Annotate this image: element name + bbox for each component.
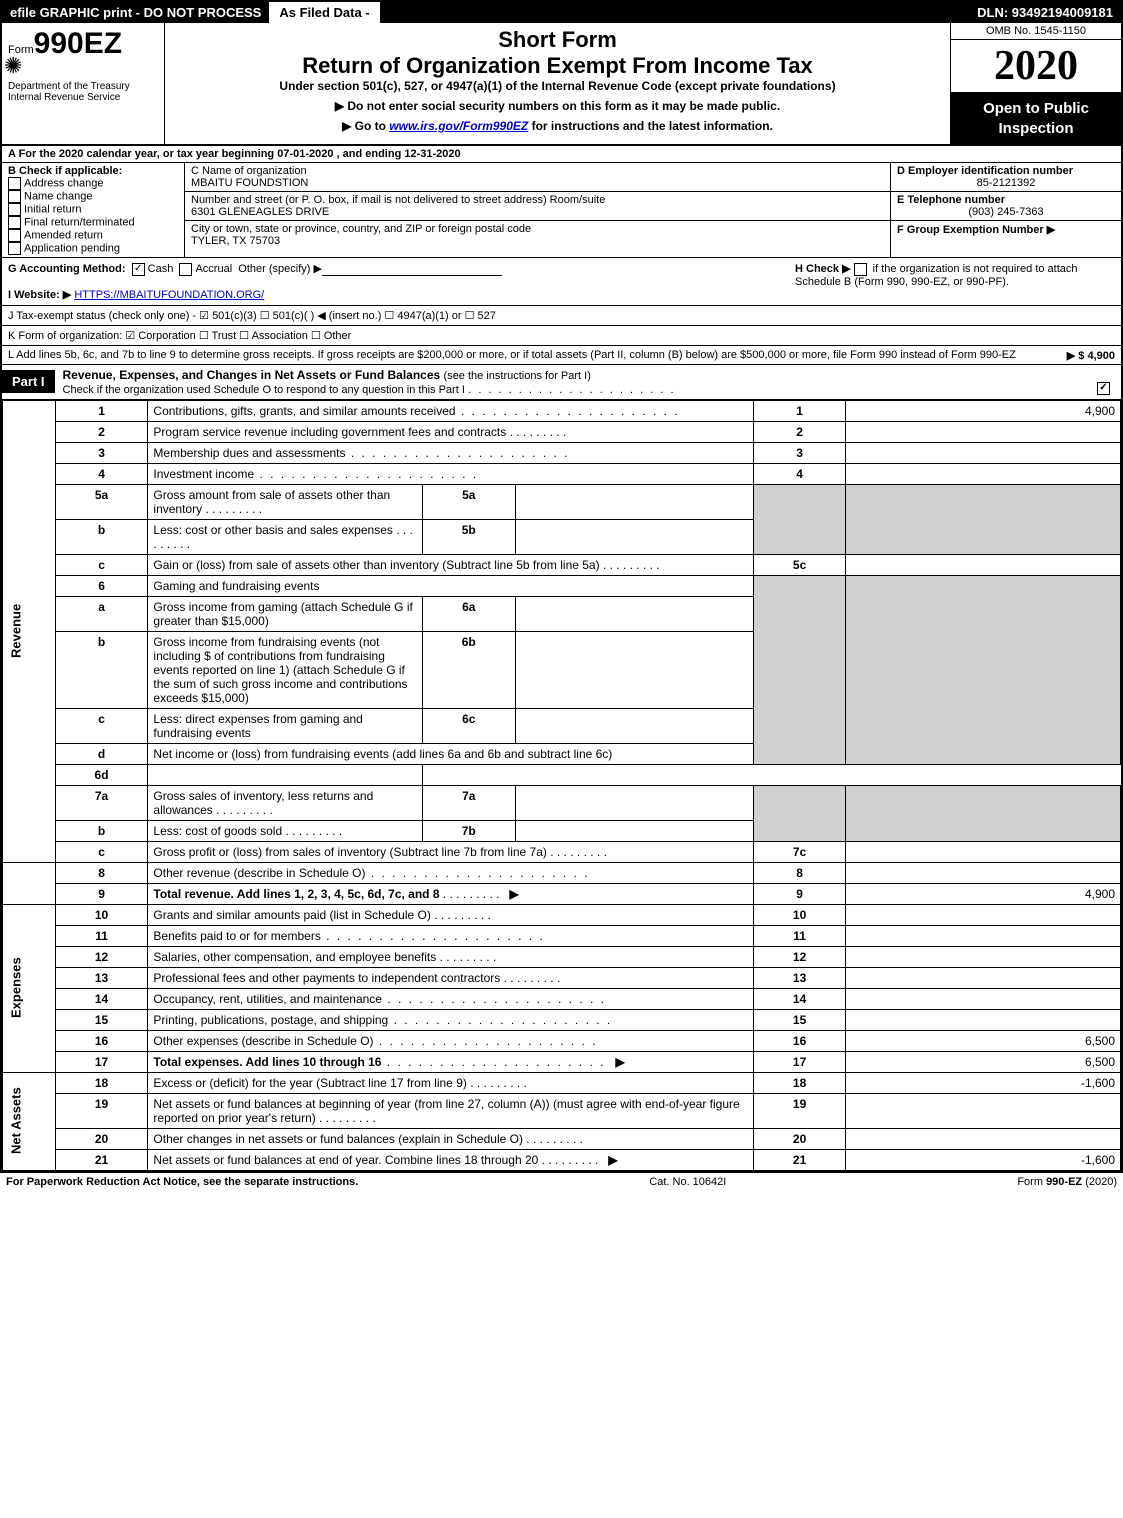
footer: For Paperwork Reduction Act Notice, see … — [0, 1173, 1123, 1191]
part1-label: Part I — [2, 370, 55, 393]
e-label: E Telephone number — [897, 194, 1115, 206]
efile-label: efile GRAPHIC print - DO NOT PROCESS — [2, 2, 271, 23]
checkbox-initial[interactable] — [8, 203, 21, 216]
footer-left: For Paperwork Reduction Act Notice, see … — [6, 1176, 358, 1188]
street-label: Number and street (or P. O. box, if mail… — [191, 194, 884, 206]
row-a: A For the 2020 calendar year, or tax yea… — [2, 146, 1121, 163]
expenses-side: Expenses — [3, 904, 56, 1072]
short-form-title: Short Form — [169, 27, 946, 53]
d-label: D Employer identification number — [897, 165, 1115, 177]
checkbox-amended[interactable] — [8, 229, 21, 242]
line18-val: -1,600 — [846, 1072, 1121, 1093]
line21-val: -1,600 — [846, 1149, 1121, 1170]
phone-value: (903) 245-7363 — [897, 206, 1115, 218]
checkbox-address[interactable] — [8, 177, 21, 190]
irs-logo-icon: ✺ — [4, 53, 22, 79]
street-value: 6301 GLENEAGLES DRIVE — [191, 206, 884, 218]
header-row: Form990EZ ✺ Department of the Treasury I… — [2, 23, 1121, 146]
instr1: ▶ Do not enter social security numbers o… — [169, 99, 946, 113]
form-container: efile GRAPHIC print - DO NOT PROCESS As … — [0, 0, 1123, 1173]
org-name: MBAITU FOUNDSTION — [191, 177, 884, 189]
dln-label: DLN: 93492194009181 — [969, 2, 1121, 23]
footer-center: Cat. No. 10642I — [649, 1176, 726, 1188]
subtitle: Under section 501(c), 527, or 4947(a)(1)… — [169, 79, 946, 93]
city-label: City or town, state or province, country… — [191, 223, 884, 235]
top-bar: efile GRAPHIC print - DO NOT PROCESS As … — [2, 2, 1121, 23]
form-number: 990EZ — [34, 27, 122, 60]
part1-title: Revenue, Expenses, and Changes in Net As… — [63, 368, 441, 382]
tax-year: 2020 — [951, 40, 1121, 93]
footer-right: Form 990-EZ (2020) — [1017, 1176, 1117, 1188]
asfiled-label: As Filed Data - — [271, 2, 379, 23]
row-k: K Form of organization: ☑ Corporation ☐ … — [2, 326, 1121, 346]
h-label: H Check ▶ — [795, 263, 851, 275]
part1-check: Check if the organization used Schedule … — [63, 384, 465, 396]
omb-label: OMB No. 1545-1150 — [951, 23, 1121, 40]
checkbox-final[interactable] — [8, 216, 21, 229]
instr2: ▶ Go to www.irs.gov/Form990EZ for instru… — [169, 119, 946, 133]
lines-table: Revenue 1 Contributions, gifts, grants, … — [2, 400, 1121, 1171]
c-label: C Name of organization — [191, 165, 884, 177]
section-b-label: B Check if applicable: — [8, 165, 178, 177]
line16-val: 6,500 — [846, 1030, 1121, 1051]
info-grid: B Check if applicable: Address change Na… — [2, 163, 1121, 258]
i-label: I Website: ▶ — [8, 289, 71, 301]
part1-sub: (see the instructions for Part I) — [444, 370, 591, 382]
checkbox-cash[interactable] — [132, 263, 145, 276]
irs-label: Internal Revenue Service — [8, 92, 158, 103]
line1-val: 4,900 — [846, 400, 1121, 421]
checkbox-h[interactable] — [854, 263, 867, 276]
f-label: F Group Exemption Number ▶ — [897, 223, 1115, 236]
row-l-value: ▶ $ 4,900 — [1067, 349, 1115, 362]
part1-header: Part I Revenue, Expenses, and Changes in… — [2, 365, 1121, 400]
checkbox-name[interactable] — [8, 190, 21, 203]
checkbox-scho[interactable] — [1097, 382, 1110, 395]
website-link[interactable]: HTTPS://MBAITUFOUNDATION.ORG/ — [74, 289, 264, 301]
revenue-side: Revenue — [3, 400, 56, 862]
main-title: Return of Organization Exempt From Incom… — [169, 53, 946, 79]
line17-val: 6,500 — [846, 1051, 1121, 1072]
line9-val: 4,900 — [846, 883, 1121, 904]
checkbox-pending[interactable] — [8, 242, 21, 255]
row-j: J Tax-exempt status (check only one) - ☑… — [2, 306, 1121, 326]
netassets-side: Net Assets — [3, 1072, 56, 1170]
city-value: TYLER, TX 75703 — [191, 235, 884, 247]
open-inspection: Open to Public Inspection — [951, 93, 1121, 144]
dept-label: Department of the Treasury — [8, 81, 158, 92]
g-label: G Accounting Method: — [8, 263, 126, 275]
irs-link[interactable]: www.irs.gov/Form990EZ — [389, 119, 528, 133]
checkbox-accrual[interactable] — [179, 263, 192, 276]
ein-value: 85-2121392 — [897, 177, 1115, 189]
row-l: L Add lines 5b, 6c, and 7b to line 9 to … — [2, 346, 1121, 365]
row-g: G Accounting Method: Cash Accrual Other … — [2, 258, 1121, 306]
